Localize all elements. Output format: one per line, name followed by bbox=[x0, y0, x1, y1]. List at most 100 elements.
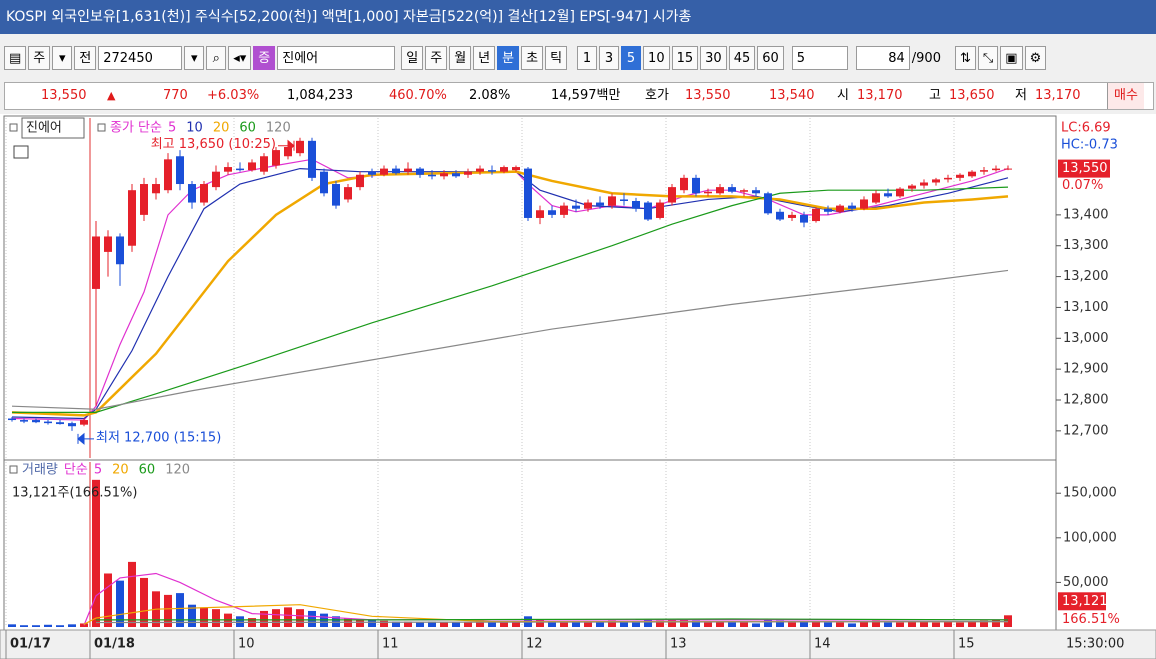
code-input[interactable]: 272450 bbox=[98, 46, 183, 70]
candle-body bbox=[812, 208, 820, 222]
volume-bar bbox=[296, 609, 304, 627]
interval-button[interactable]: 1 bbox=[577, 46, 598, 70]
last-change: 166.51% bbox=[1062, 612, 1120, 627]
volume-bar bbox=[236, 616, 244, 627]
period-button[interactable]: 분 bbox=[497, 46, 520, 70]
period-button[interactable]: 월 bbox=[449, 46, 472, 70]
legend-icon bbox=[9, 123, 18, 132]
candle-body bbox=[368, 171, 376, 175]
tool-icon[interactable]: ▣ bbox=[1000, 46, 1023, 70]
volume-bar bbox=[752, 623, 760, 627]
prefix[interactable]: 전 bbox=[74, 46, 97, 70]
amount: 14,597백만 bbox=[551, 88, 621, 103]
legend-icon bbox=[97, 123, 106, 132]
interval-button[interactable]: 60 bbox=[757, 46, 784, 70]
period-button[interactable]: 주 bbox=[425, 46, 448, 70]
menu-icon[interactable]: ▤ bbox=[4, 46, 27, 70]
name-box bbox=[21, 117, 85, 139]
volume-bar bbox=[980, 620, 988, 627]
market[interactable]: 주 bbox=[28, 46, 51, 70]
sound[interactable]: ◂▾ bbox=[228, 46, 252, 70]
count-select[interactable]: 5 bbox=[791, 46, 848, 70]
tool-icon[interactable]: ⚙ bbox=[1024, 46, 1047, 70]
bid: 13,540 bbox=[769, 88, 815, 103]
candle-body bbox=[512, 167, 520, 171]
grid-icon bbox=[13, 145, 29, 159]
candle-body bbox=[500, 167, 508, 172]
candle-body bbox=[992, 168, 1000, 171]
volume-bar bbox=[548, 621, 556, 627]
tool-icon[interactable]: ⤡ bbox=[977, 46, 999, 70]
name-input[interactable]: 진에어 bbox=[277, 46, 396, 70]
interval-button[interactable]: 30 bbox=[700, 46, 727, 70]
change: 770 bbox=[163, 88, 188, 103]
volume-bar bbox=[740, 622, 748, 627]
interval-button[interactable]: 5 bbox=[621, 46, 642, 70]
volume-bar bbox=[776, 620, 784, 627]
legend-entry: 5 bbox=[94, 463, 102, 478]
candle-body bbox=[668, 187, 676, 203]
volume-bar bbox=[380, 620, 388, 627]
count-input[interactable]: 84 bbox=[855, 46, 910, 70]
dropdown[interactable]: ▾ bbox=[52, 46, 73, 70]
candle-body bbox=[284, 147, 292, 157]
candle-body bbox=[824, 208, 832, 212]
interval-button[interactable]: 3 bbox=[599, 46, 620, 70]
turnover: 2.08% bbox=[469, 88, 511, 103]
candle-body bbox=[440, 173, 448, 177]
candle-body bbox=[92, 236, 100, 289]
volume-bar bbox=[104, 573, 112, 627]
volume-bar bbox=[140, 577, 148, 627]
candle-body bbox=[80, 420, 88, 425]
candle-body bbox=[788, 214, 796, 218]
candle-body bbox=[848, 205, 856, 209]
interval-button[interactable]: 45 bbox=[728, 46, 756, 70]
candle-body bbox=[920, 182, 928, 186]
x-tick-label: 15 bbox=[958, 637, 975, 652]
count-max: /900 bbox=[911, 50, 941, 66]
tool-icon[interactable]: ⇅ bbox=[954, 46, 976, 70]
volume-bar bbox=[932, 622, 940, 627]
interval-button[interactable]: 15 bbox=[671, 46, 699, 70]
buy-button[interactable]: 매수 bbox=[1107, 83, 1144, 109]
volume-bar bbox=[608, 620, 616, 627]
volume-bar bbox=[716, 621, 724, 627]
candle-body bbox=[860, 199, 868, 209]
dropdown[interactable]: ▾ bbox=[184, 46, 205, 70]
volume-bar bbox=[560, 622, 568, 627]
period-button[interactable]: 초 bbox=[521, 46, 544, 70]
candle-body bbox=[608, 196, 616, 206]
y-tick-label: 150,000 bbox=[1063, 486, 1117, 501]
period-button[interactable]: 일 bbox=[401, 46, 424, 70]
legend-title: 단순 bbox=[64, 463, 88, 478]
volume-bar bbox=[944, 621, 952, 627]
volume-bar bbox=[68, 624, 76, 627]
volume-bar bbox=[596, 621, 604, 627]
candle-body bbox=[656, 202, 664, 218]
volume-bar bbox=[620, 621, 628, 627]
volume-bar bbox=[32, 625, 40, 627]
candle-body bbox=[632, 200, 640, 209]
change-pct: +6.03% bbox=[207, 88, 260, 103]
volume-bar bbox=[212, 609, 220, 627]
candle-body bbox=[164, 159, 172, 191]
volume-bar bbox=[584, 622, 592, 627]
candle-body bbox=[8, 418, 16, 421]
volume-bar bbox=[848, 623, 856, 627]
annotation: 최고 13,650 (10:25) bbox=[151, 137, 276, 152]
interval-button[interactable]: 10 bbox=[643, 46, 670, 70]
annotation-arrow bbox=[77, 432, 94, 445]
candle-body bbox=[176, 156, 184, 185]
search[interactable]: ⌕ bbox=[206, 46, 227, 70]
candle-body bbox=[260, 156, 268, 172]
legend-icon bbox=[9, 465, 18, 474]
plot-area bbox=[0, 114, 1156, 630]
candle-body bbox=[908, 185, 916, 189]
period-button[interactable]: 년 bbox=[473, 46, 496, 70]
candle-body bbox=[20, 420, 28, 422]
badge: 증 bbox=[253, 46, 276, 70]
y-tick-label: 13,000 bbox=[1063, 331, 1109, 346]
period-button[interactable]: 틱 bbox=[545, 46, 568, 70]
candle-body bbox=[740, 190, 748, 192]
